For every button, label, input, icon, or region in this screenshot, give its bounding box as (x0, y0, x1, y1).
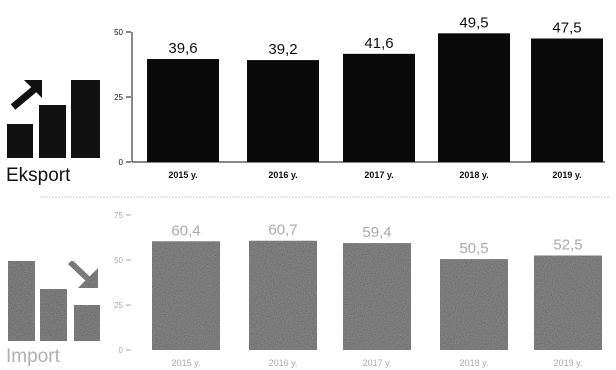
export-data-label: 41,6 (364, 35, 393, 52)
import-data-label: 52,5 (553, 237, 582, 254)
export-panel: Eksport 0 25 50 39,6 39,2 41,6 49,5 47,5 2015 … (6, 14, 605, 186)
import-category-label: 2018 y. (460, 358, 489, 368)
export-data-label: 49,5 (459, 14, 488, 31)
import-data-label: 60,4 (171, 222, 200, 239)
export-category-label: 2018 y. (459, 170, 488, 180)
import-bar (534, 255, 602, 350)
import-y-tick-label: 25 (114, 301, 123, 310)
import-bar (440, 259, 508, 350)
export-category-label: 2017 y. (364, 170, 393, 180)
export-bar (343, 53, 415, 163)
export-data-label: 39,6 (168, 40, 197, 57)
import-category-label: 2017 y. (363, 358, 392, 368)
import-y-tick-label: 0 (119, 346, 124, 355)
falling-bars-arrow-icon (8, 259, 100, 341)
import-data-label: 50,5 (459, 240, 488, 257)
import-category-label: 2015 y. (172, 358, 201, 368)
import-bar (249, 240, 317, 350)
import-category-label: 2019 y. (554, 358, 583, 368)
export-y-tick-label: 0 (119, 158, 124, 167)
export-title: Eksport (6, 165, 71, 186)
rising-bars-arrow-icon (7, 80, 100, 158)
import-y-tick-label: 50 (114, 256, 123, 265)
export-category-label: 2016 y. (268, 170, 297, 180)
import-bar (152, 241, 220, 350)
export-bar (438, 33, 510, 162)
import-data-label: 60,7 (268, 222, 297, 239)
export-data-label: 39,2 (268, 41, 297, 58)
import-bar (343, 243, 411, 350)
import-panel: Import 0 25 50 75 60,4 60,7 59,4 50,5 52,5 2015… (6, 211, 602, 368)
import-title: Import (6, 346, 61, 367)
export-bar (247, 60, 319, 162)
export-y-tick-label: 50 (114, 28, 123, 37)
import-data-label: 59,4 (362, 224, 391, 241)
export-bar (531, 38, 603, 162)
export-y-tick-label: 25 (114, 93, 123, 102)
export-category-label: 2015 y. (168, 170, 197, 180)
import-category-label: 2016 y. (269, 358, 298, 368)
export-category-label: 2019 y. (552, 170, 581, 180)
import-y-tick-label: 75 (114, 211, 123, 220)
export-bar (147, 59, 219, 162)
export-data-label: 47,5 (552, 20, 581, 37)
